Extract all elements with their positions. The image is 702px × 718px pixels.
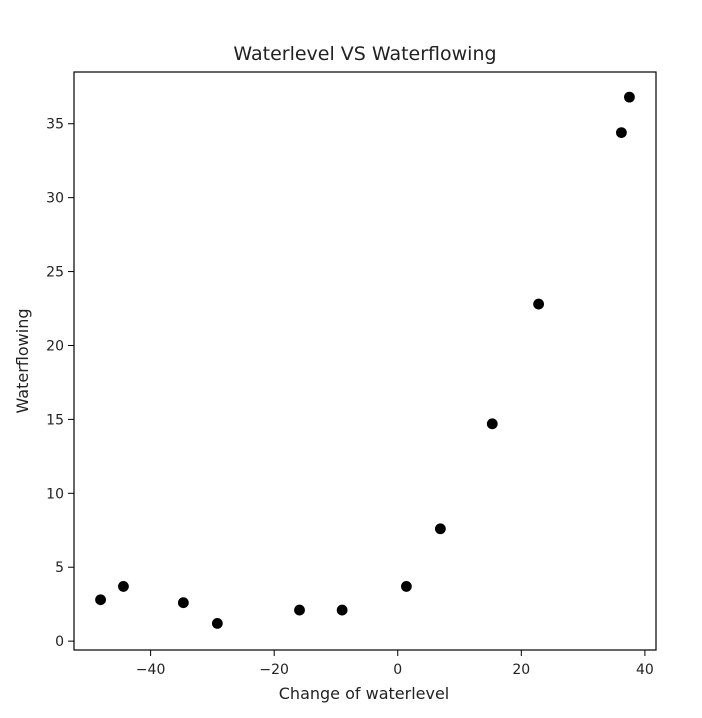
- y-axis-label: Waterflowing: [13, 309, 32, 414]
- x-tick-label: 0: [393, 662, 402, 678]
- y-tick-label: 25: [46, 265, 64, 281]
- scatter-point: [400, 581, 412, 592]
- y-tick-label: 15: [46, 412, 64, 428]
- scatter-point: [211, 617, 223, 629]
- x-tick-label: −40: [136, 662, 166, 678]
- scatter-point: [624, 91, 635, 103]
- x-axis-ticks: −40 −20 0 20 40: [136, 650, 654, 678]
- scatter-point: [118, 581, 129, 592]
- y-tick-label: 5: [55, 560, 64, 576]
- scatter-point: [486, 418, 498, 430]
- axes-frame: [73, 71, 657, 651]
- scatter-point: [336, 604, 348, 616]
- scatter-point: [616, 127, 627, 139]
- scatter-point: [533, 298, 545, 310]
- y-tick-label: 20: [46, 338, 64, 354]
- y-axis-ticks: 0 5 10 15 20 25 30 35: [46, 117, 74, 650]
- y-tick-label: 0: [55, 634, 64, 650]
- x-axis-label: Change of waterlevel: [279, 684, 449, 703]
- plot-area: [95, 91, 635, 629]
- scatter-point: [434, 523, 446, 535]
- x-tick-label: 40: [636, 662, 654, 678]
- y-tick-label: 35: [46, 117, 64, 133]
- x-tick-label: −20: [259, 662, 289, 678]
- chart-title: Waterlevel VS Waterflowing: [233, 43, 496, 65]
- y-tick-label: 10: [46, 486, 64, 502]
- x-tick-label: 20: [512, 662, 530, 678]
- scatter-point: [177, 597, 189, 609]
- scatter-point: [294, 604, 305, 616]
- scatter-point: [95, 594, 106, 606]
- y-tick-label: 30: [46, 191, 64, 207]
